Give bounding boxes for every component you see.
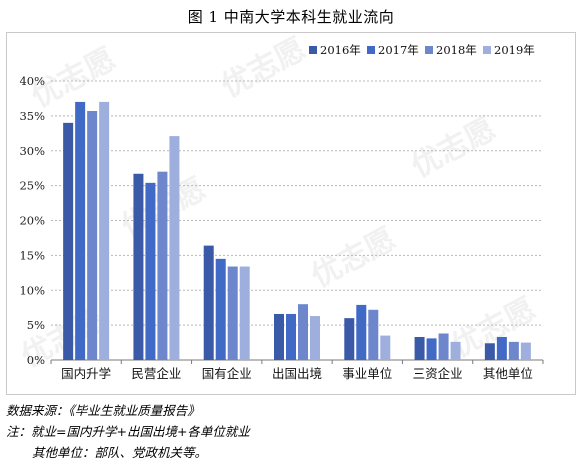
bar [157,171,168,360]
x-tick-label: 出国出境 [272,366,322,381]
legend-swatch [309,46,317,54]
bar [414,336,425,360]
bar-chart: 0% 5% 10% 15% 20% 25% 30% 35% 40% 国内升学 民营企业 国有企业 出国出… [19,43,544,381]
bar [87,110,98,361]
bar [450,341,461,360]
y-tick-label: 25% [19,179,45,193]
y-tick-label: 20% [19,214,45,228]
bar [169,136,180,360]
bar [496,336,507,360]
bar [508,341,519,360]
legend-label: 2019年 [494,43,535,57]
x-tick-label: 其他单位 [483,366,533,381]
source-note: 数据来源：《毕业生就业质量报告》 [6,403,200,418]
bar [133,173,144,360]
bar [286,313,296,360]
x-tick-label: 国内升学 [61,366,111,381]
bar [239,266,250,360]
x-tick-label: 国有企业 [202,366,252,381]
bar [203,245,214,360]
bar [438,333,449,360]
bar [344,318,355,360]
bar [356,304,367,360]
x-tick-label: 事业单位 [342,366,392,381]
bar [520,342,531,360]
bar [99,101,110,361]
y-tick-label: 5% [27,318,45,332]
bar [484,343,495,360]
legend-label: 2016年 [320,43,361,57]
figure-title: 图 1 中南大学本科生就业流向 [187,8,395,26]
legend-swatch [425,46,433,54]
y-tick-label: 15% [19,248,45,262]
bar [380,335,391,360]
y-tick-label: 10% [19,283,45,297]
bar [227,266,238,360]
bar [310,316,320,360]
bar [426,338,437,360]
legend-swatch [367,46,375,54]
y-tick-label: 30% [19,144,45,158]
x-tick-label: 三资企业 [413,366,463,381]
bar [274,313,284,360]
y-tick-label: 40% [19,74,45,88]
y-tick-label: 0% [27,353,45,367]
figure-notes: 数据来源：《毕业生就业质量报告》 注：就业=国内升学+出国出境+各单位就业 其他… [6,400,576,463]
bar [368,309,379,360]
legend-label: 2017年 [378,43,419,57]
other-units-note: 其他单位：部队、党政机关等。 [32,445,208,460]
bar [63,122,74,360]
y-tick-label: 35% [19,109,45,123]
bar [298,304,308,360]
chart-frame: 优志愿 优志愿 优志愿 优志愿 优志愿 优志愿 优志愿 0%5%10%15%20… [6,32,576,395]
legend-swatch [483,46,491,54]
definition-note: 注：就业=国内升学+出国出境+各单位就业 [6,424,250,439]
legend-label: 2018年 [436,43,477,57]
bar [75,101,86,361]
bar [215,258,226,360]
x-tick-label: 民营企业 [131,366,181,381]
bar [145,182,156,360]
